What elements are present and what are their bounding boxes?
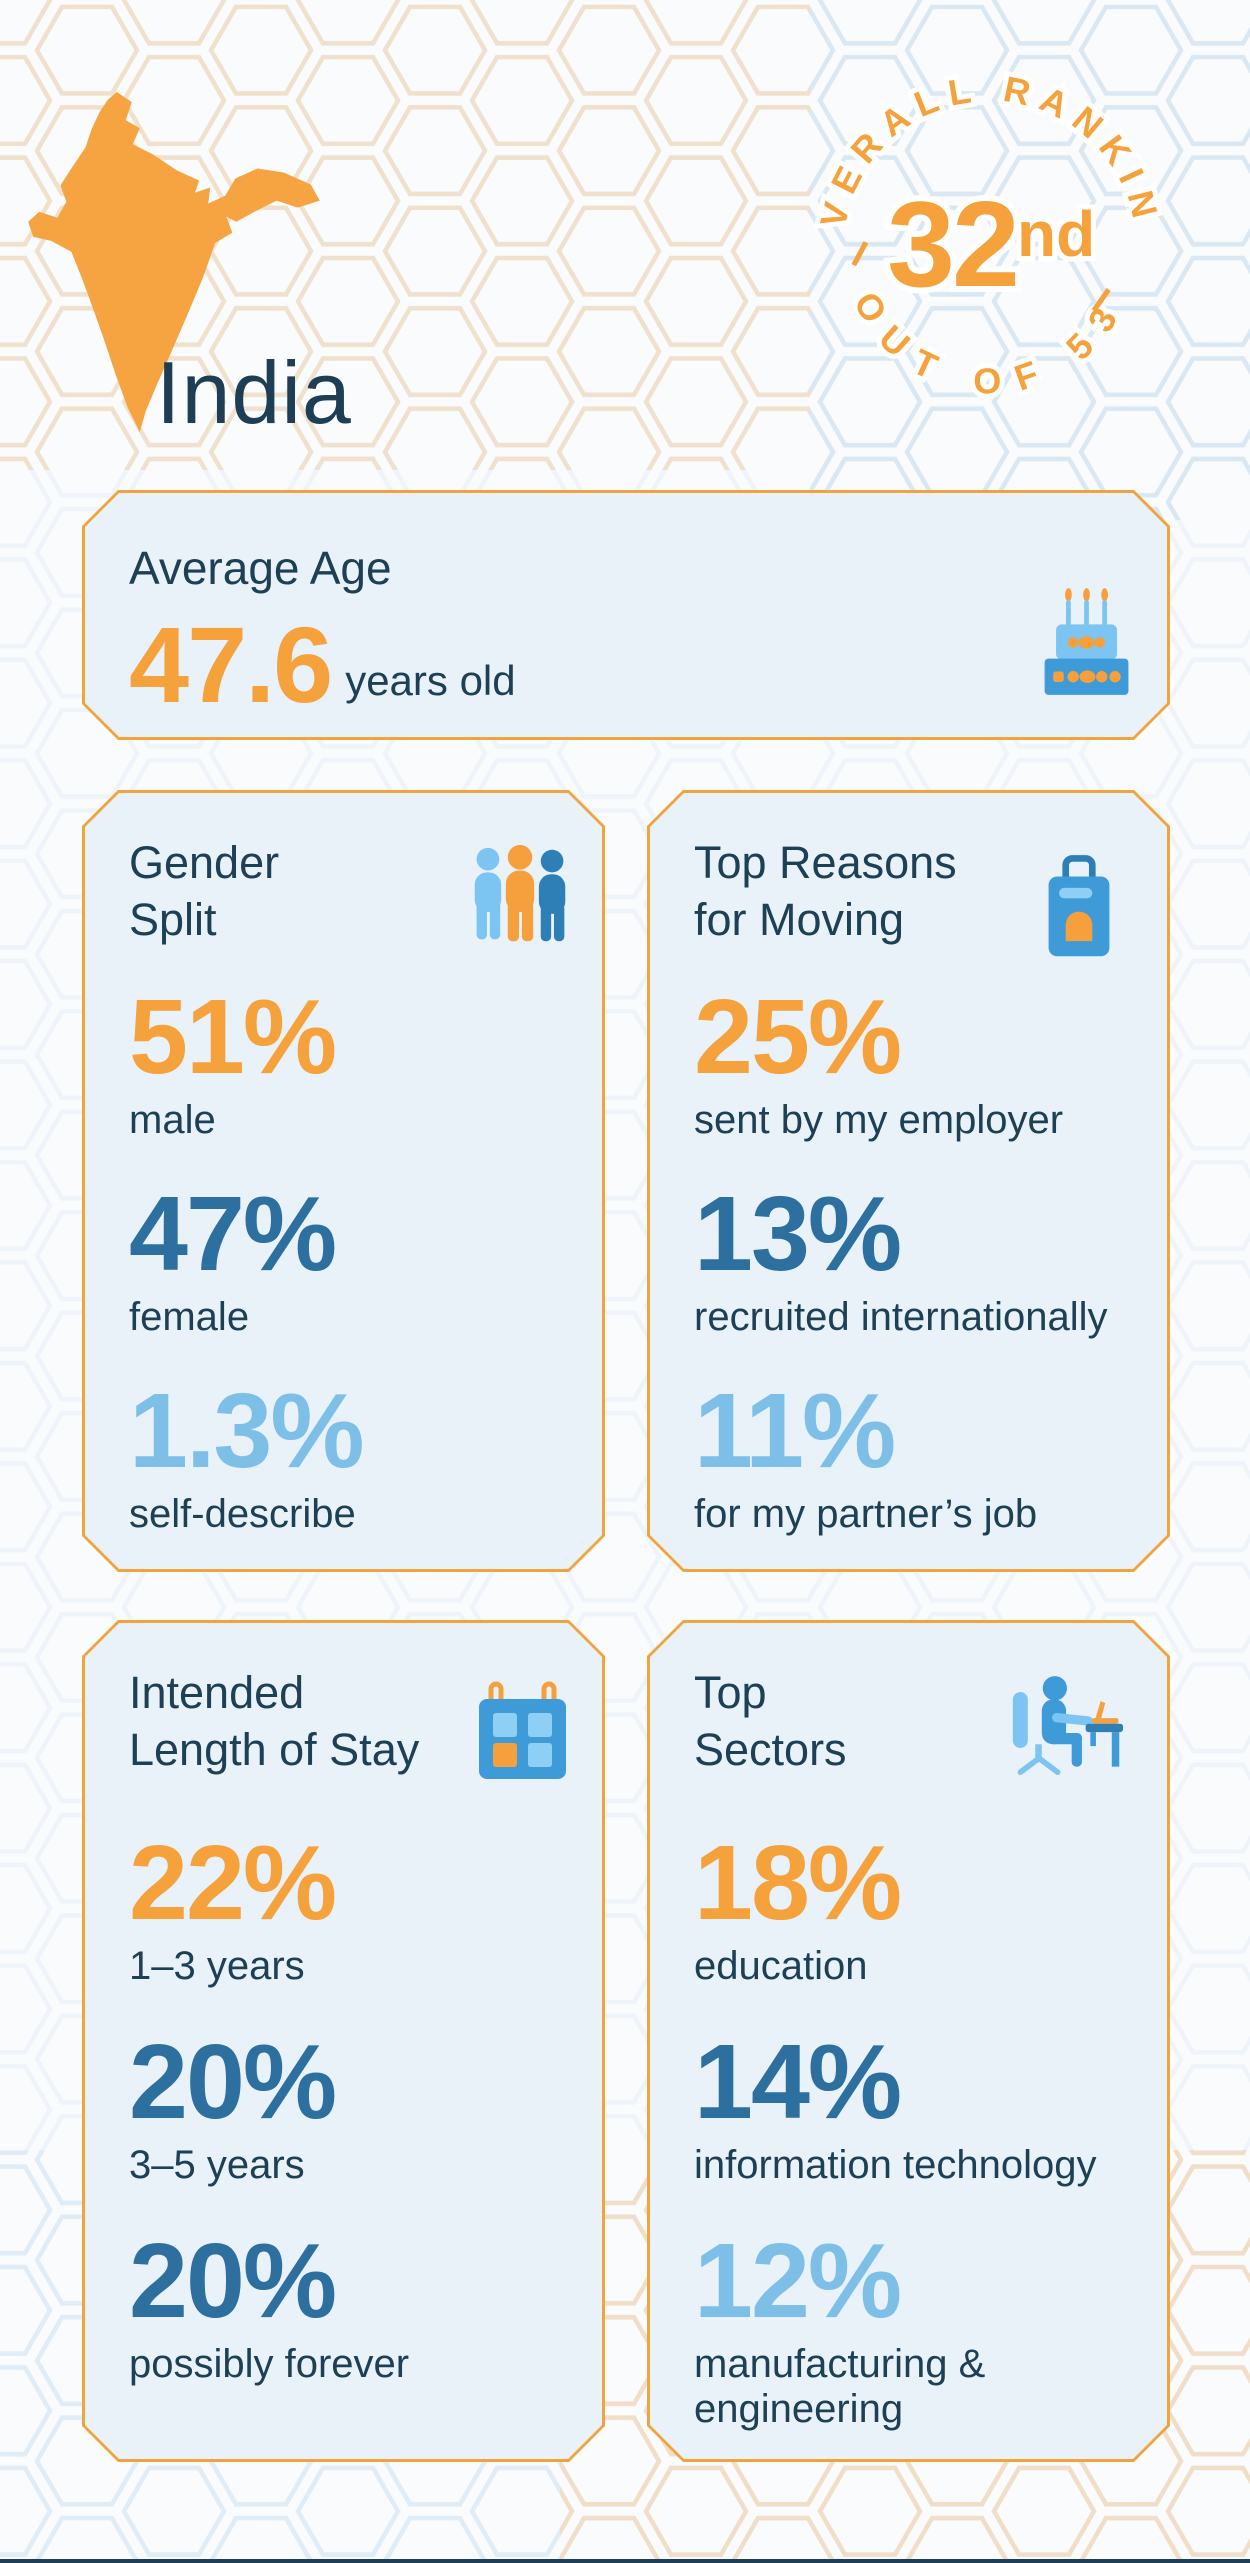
overall-ranking-badge: OVERALL RANKING OUT OF 53 32 nd – –	[795, 52, 1163, 407]
stat-group: 14% information technology	[694, 2029, 1123, 2188]
stat-value: 47%	[129, 1175, 336, 1294]
stat-value: 22%	[129, 1824, 336, 1943]
average-age-unit: years old	[345, 657, 516, 704]
country-title: India	[156, 343, 352, 442]
gender-split-title: Gender Split	[129, 835, 558, 948]
stat-group: 1.3% self-describe	[129, 1378, 558, 1537]
stat-group: 20% 3–5 years	[129, 2029, 558, 2188]
stat-group: 25% sent by my employer	[694, 984, 1123, 1143]
average-age-value-row: 47.6 years old	[129, 611, 1123, 719]
stat-value: 25%	[694, 978, 901, 1097]
gender-split-stats: 51% male 47% female 1.3% self-describe	[129, 984, 558, 1536]
gender-split-card: Gender Split	[82, 790, 605, 1572]
stat-label: recruited internationally	[694, 1295, 1108, 1340]
top-sectors-card-inner: Top Sectors 18% ed	[650, 1623, 1167, 2459]
top-reasons-stats: 25% sent by my employer 13% recruited in…	[694, 984, 1123, 1536]
stat-value: 14%	[694, 2023, 901, 2142]
gender-split-card-inner: Gender Split	[85, 793, 602, 1569]
badge-rank-suffix: nd	[1017, 198, 1095, 270]
top-sectors-card: Top Sectors 18% ed	[647, 1620, 1170, 2462]
card-title-line: Length of Stay	[129, 1723, 420, 1775]
stat-value: 51%	[129, 978, 336, 1097]
average-age-card-inner: Average Age 47.6 years old	[85, 493, 1167, 737]
stat-label: 1–3 years	[129, 1944, 305, 1989]
average-age-title: Average Age	[129, 542, 392, 594]
top-sectors-title: Top Sectors	[694, 1665, 1123, 1778]
stat-label: sent by my employer	[694, 1098, 1064, 1143]
badge-rank-value: 32	[887, 176, 1017, 312]
card-title-line: Split	[129, 893, 217, 945]
stat-label: male	[129, 1098, 216, 1143]
stat-label: female	[129, 1295, 250, 1340]
india-header: India	[28, 90, 351, 442]
stat-group: 22% 1–3 years	[129, 1830, 558, 1989]
stat-group: 51% male	[129, 984, 558, 1143]
stat-group: 18% education	[694, 1830, 1123, 1989]
card-title-line: Sectors	[694, 1723, 847, 1775]
top-reasons-card-inner: Top Reasons for Moving 25% sent by my em…	[650, 793, 1167, 1569]
stat-label: for my partner’s job	[694, 1491, 1038, 1536]
top-sectors-stats: 18% education 14% information technology…	[694, 1830, 1123, 2431]
stat-label: self-describe	[129, 1491, 356, 1536]
stat-group: 20% possibly forever	[129, 2228, 558, 2387]
stat-label: information technology	[694, 2143, 1097, 2188]
card-title-line: Top Reasons	[694, 837, 957, 888]
stat-label: education	[694, 1944, 868, 1989]
length-of-stay-card: Intended Length of Stay 22% 1–3 years 20…	[82, 1620, 605, 2462]
length-of-stay-stats: 22% 1–3 years 20% 3–5 years 20% possibly…	[129, 1830, 558, 2386]
top-reasons-title: Top Reasons for Moving	[694, 835, 1123, 948]
average-age-card: Average Age 47.6 years old	[82, 490, 1170, 740]
stat-group: 47% female	[129, 1181, 558, 1340]
card-title-line: Top	[694, 1667, 767, 1718]
suitcase-icon	[1041, 848, 1117, 962]
card-title-line: Intended	[129, 1667, 305, 1718]
length-of-stay-card-inner: Intended Length of Stay 22% 1–3 years 20…	[85, 1623, 602, 2459]
card-title-line: Gender	[129, 837, 280, 888]
stat-value: 1.3%	[129, 1371, 363, 1490]
stat-label: 3–5 years	[129, 2143, 305, 2188]
footer-edge-bar	[0, 2559, 1250, 2563]
stat-value: 12%	[694, 2221, 901, 2340]
person-at-desk-icon	[1011, 1675, 1123, 1778]
card-title-line: for Moving	[694, 893, 905, 945]
stat-label: possibly forever	[129, 2341, 410, 2386]
stat-value: 18%	[694, 1824, 901, 1943]
stat-group: 13% recruited internationally	[694, 1181, 1123, 1340]
birthday-cake-icon	[1037, 588, 1137, 695]
stat-value: 11%	[694, 1371, 895, 1490]
top-reasons-card: Top Reasons for Moving 25% sent by my em…	[647, 790, 1170, 1572]
badge-dash-left: –	[825, 226, 890, 279]
stat-value: 13%	[694, 1175, 901, 1294]
stat-value: 20%	[129, 2221, 336, 2340]
length-of-stay-title: Intended Length of Stay	[129, 1665, 558, 1778]
stat-group: 11% for my partner’s job	[694, 1378, 1123, 1537]
stat-label: manufacturing & engineering	[694, 2341, 986, 2431]
india-map-icon	[28, 92, 320, 432]
people-icon	[468, 845, 572, 945]
average-age-value: 47.6	[129, 604, 332, 725]
stat-value: 20%	[129, 2023, 336, 2142]
calendar-icon	[475, 1681, 570, 1786]
stat-group: 12% manufacturing & engineering	[694, 2228, 1123, 2432]
